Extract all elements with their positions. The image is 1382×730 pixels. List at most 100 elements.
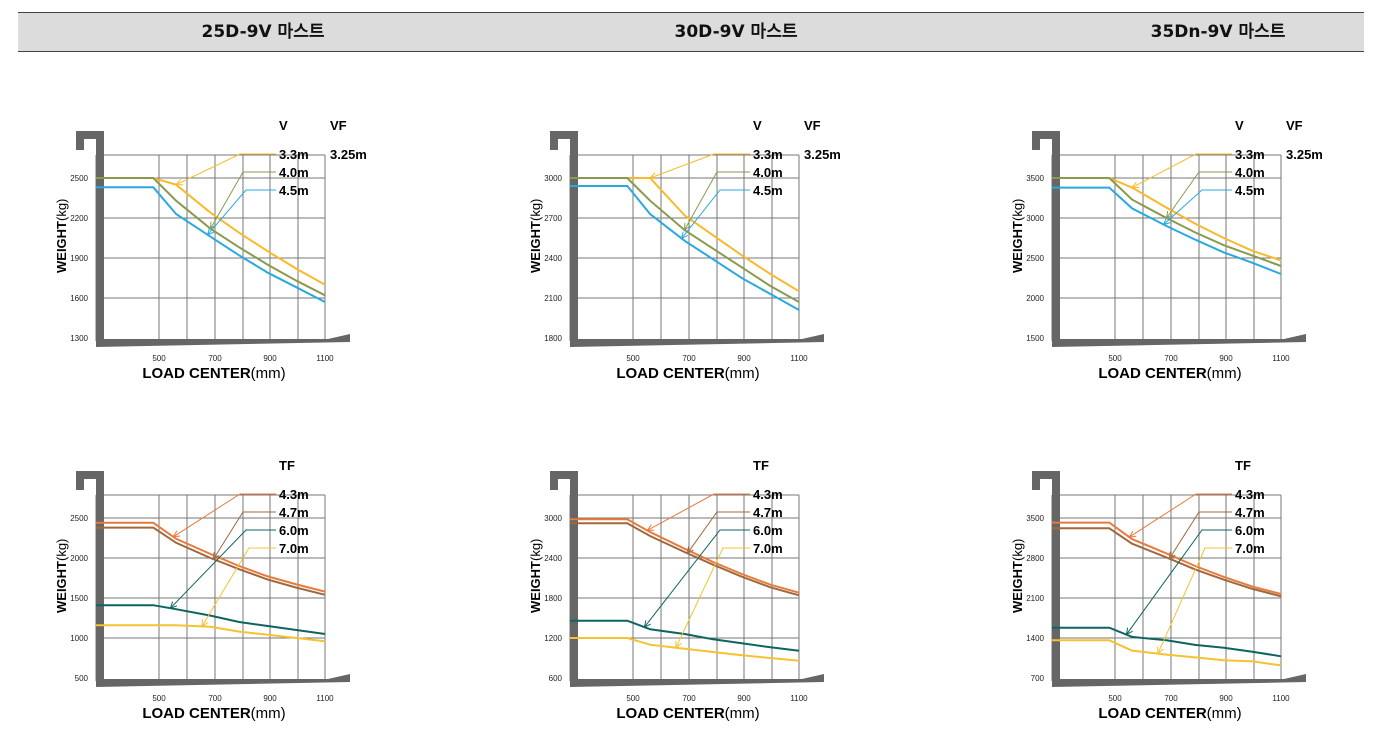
y-axis-label-unit: (kg) <box>1010 539 1025 561</box>
y-axis-label-unit: (kg) <box>54 199 69 221</box>
legend-label-4-5m: 4.5m <box>279 183 309 198</box>
legend-label-6-0m: 6.0m <box>753 523 783 538</box>
legend-arrow-head <box>646 524 655 531</box>
legend-leader-line <box>1168 511 1232 559</box>
y-axis-label-bold: WEIGHT <box>1010 221 1025 273</box>
x-tick-label: 1100 <box>790 354 808 363</box>
series-line-4-3m <box>570 518 800 594</box>
legend-label-4-5m: 4.5m <box>1235 183 1265 198</box>
legend-label-4-5m: 4.5m <box>753 183 783 198</box>
y-tick-label: 700 <box>1031 674 1045 683</box>
load-chart: 2500 2000 1500 1000 500 500 700 900 1100 WEIGHT(k… <box>54 458 350 722</box>
x-tick-label: 900 <box>263 694 277 703</box>
legend-arrow-head <box>643 620 651 629</box>
y-axis-label: WEIGHT(kg) <box>54 199 69 273</box>
y-tick-label: 1200 <box>544 634 562 643</box>
series-line-4-0m <box>1052 177 1282 267</box>
legend-arrow-head <box>686 546 694 555</box>
y-tick-label: 600 <box>549 674 563 683</box>
x-tick-label: 900 <box>1219 354 1233 363</box>
legend-label-4-7m: 4.7m <box>279 505 309 520</box>
x-axis-label: LOAD CENTER(mm) <box>142 705 285 722</box>
legend-label-3-3m: 3.3m <box>753 147 783 162</box>
x-axis-label: LOAD CENTER(mm) <box>1098 705 1241 722</box>
x-tick-label: 500 <box>626 694 640 703</box>
x-axis-label-bold: LOAD CENTER <box>142 365 251 382</box>
y-axis-label-unit: (kg) <box>1010 199 1025 221</box>
x-axis-frame <box>96 334 350 347</box>
legend-leader-line <box>649 153 750 179</box>
legend-leader-line <box>644 529 750 628</box>
y-axis-label-unit: (kg) <box>54 539 69 561</box>
series-line-4-7m <box>1052 527 1282 598</box>
series-line-6-0m <box>96 604 326 635</box>
legend-header-v: V <box>279 118 288 133</box>
x-axis-label-bold: LOAD CENTER <box>1098 705 1207 722</box>
legend-arrow-head <box>201 619 209 628</box>
legend-header-vf: VF <box>330 118 347 133</box>
x-tick-label: 1100 <box>316 694 334 703</box>
legend-header-vf: VF <box>804 118 821 133</box>
y-axis-label-bold: WEIGHT <box>528 221 543 273</box>
series-line-4-0m <box>570 177 800 303</box>
x-tick-label: 1100 <box>1272 354 1290 363</box>
x-tick-label: 500 <box>152 354 166 363</box>
x-axis-label-unit: (mm) <box>251 365 286 382</box>
legend-leader-line <box>1129 493 1232 538</box>
legend-label-4-7m: 4.7m <box>753 505 783 520</box>
legend-leader-line <box>173 493 276 538</box>
y-tick-label: 2100 <box>1026 594 1044 603</box>
x-axis-label-unit: (mm) <box>1207 365 1242 382</box>
legend-leader-line <box>647 493 750 531</box>
x-tick-label: 900 <box>263 354 277 363</box>
y-tick-label: 1500 <box>1026 334 1044 343</box>
y-axis-label-bold: WEIGHT <box>54 561 69 613</box>
x-tick-label: 700 <box>208 694 222 703</box>
legend-label-vf: 3.25m <box>330 147 367 162</box>
y-axis-label-unit: (kg) <box>528 539 543 561</box>
column-title-25d: 25D-9V 마스트 <box>201 22 325 42</box>
legend-label-3-3m: 3.3m <box>1235 147 1265 162</box>
legend-label-7-0m: 7.0m <box>753 541 783 556</box>
y-tick-label: 3000 <box>1026 214 1044 223</box>
y-axis-label-bold: WEIGHT <box>54 221 69 273</box>
legend-label-3-3m: 3.3m <box>279 147 309 162</box>
x-tick-label: 500 <box>152 694 166 703</box>
x-tick-label: 700 <box>1164 354 1178 363</box>
x-tick-label: 900 <box>737 694 751 703</box>
series-line-4-5m <box>96 186 326 303</box>
legend-arrow-head <box>206 227 215 236</box>
load-chart: 3500 2800 2100 1400 700 500 700 900 1100 WEIGHT(k… <box>1010 458 1306 722</box>
legend-label-6-0m: 6.0m <box>279 523 309 538</box>
legend-label-4-0m: 4.0m <box>279 165 309 180</box>
chart-grid <box>569 154 800 341</box>
legend-arrow-head <box>1128 530 1137 538</box>
legend-header-v: V <box>1235 118 1244 133</box>
x-axis-label-bold: LOAD CENTER <box>142 705 251 722</box>
x-tick-label: 900 <box>1219 694 1233 703</box>
legend-label-6-0m: 6.0m <box>1235 523 1265 538</box>
y-tick-label: 3500 <box>1026 514 1044 523</box>
y-axis-label-bold: WEIGHT <box>528 561 543 613</box>
legend-leader-line <box>170 529 276 609</box>
legend-leader-line <box>1163 189 1232 225</box>
x-tick-label: 700 <box>1164 694 1178 703</box>
mast-header-bar: 25D-9V 마스트 30D-9V 마스트 35Dn-9V 마스트 <box>18 12 1364 52</box>
legend-label-7-0m: 7.0m <box>279 541 309 556</box>
y-tick-label: 2000 <box>1026 294 1044 303</box>
legend-arrow-head <box>1168 551 1176 560</box>
y-tick-label: 1800 <box>544 334 562 343</box>
legend-header-v: V <box>753 118 762 133</box>
series-line-4-5m <box>570 185 800 311</box>
legend-arrow-head <box>1157 646 1164 655</box>
legend-leader-line <box>175 153 276 186</box>
x-tick-label: 500 <box>626 354 640 363</box>
x-axis-label-unit: (mm) <box>725 705 760 722</box>
x-tick-label: 1100 <box>316 354 334 363</box>
x-tick-label: 700 <box>682 694 696 703</box>
legend-leader-line <box>686 511 750 554</box>
y-axis-label: WEIGHT(kg) <box>528 199 543 273</box>
y-tick-label: 1600 <box>70 294 88 303</box>
